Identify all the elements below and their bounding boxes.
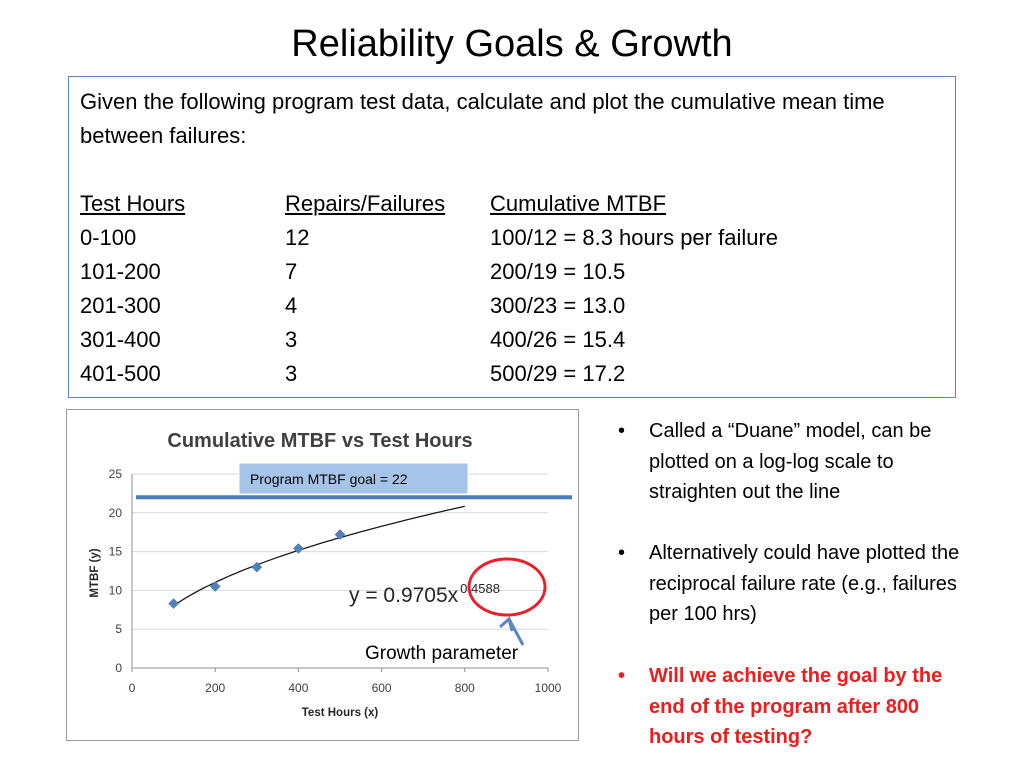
bullet-dot-icon: • — [618, 420, 626, 442]
note-goal-question: • Will we achieve the goal by the end of… — [618, 661, 1018, 753]
row-2-hours: 101-200 — [80, 259, 161, 284]
chart-frame — [66, 409, 579, 741]
row-1-hours: 0-100 — [80, 225, 137, 250]
row-2-mtbf: 200/19 = 10.5 — [490, 259, 626, 284]
problem-box: Given the following program test data, c… — [68, 76, 956, 398]
row-3-hours: 201-300 — [80, 293, 161, 318]
header-test-hours: Test Hours — [80, 191, 186, 216]
row-3-failures: 4 — [285, 293, 298, 318]
header-cumulative-mtbf: Cumulative MTBF — [490, 191, 667, 216]
note-text: Will we achieve the goal by the end of t… — [649, 665, 943, 748]
note-text: Alternatively could have plotted the rec… — [649, 542, 960, 625]
problem-intro: Given the following program test data, c… — [80, 89, 885, 148]
note-duane-model: • Called a “Duane” model, can be plotted… — [618, 416, 1018, 508]
slide-title: Reliability Goals & Growth — [291, 23, 733, 65]
row-3-mtbf: 300/23 = 13.0 — [490, 293, 626, 318]
bullet-dot-icon: • — [618, 665, 626, 687]
row-2-failures: 7 — [285, 259, 298, 284]
row-1-failures: 12 — [285, 225, 310, 250]
bullet-dot-icon: • — [618, 542, 626, 564]
row-5-failures: 3 — [285, 361, 298, 386]
header-repairs-failures: Repairs/Failures — [285, 191, 446, 216]
row-4-mtbf: 400/26 = 15.4 — [490, 327, 626, 352]
row-4-failures: 3 — [285, 327, 298, 352]
row-5-mtbf: 500/29 = 17.2 — [490, 361, 626, 386]
row-4-hours: 301-400 — [80, 327, 161, 352]
note-reciprocal-rate: • Alternatively could have plotted the r… — [618, 538, 1018, 630]
row-1-mtbf: 100/12 = 8.3 hours per failure — [490, 225, 779, 250]
row-5-hours: 401-500 — [80, 361, 161, 386]
note-text: Called a “Duane” model, can be plotted o… — [649, 420, 932, 503]
